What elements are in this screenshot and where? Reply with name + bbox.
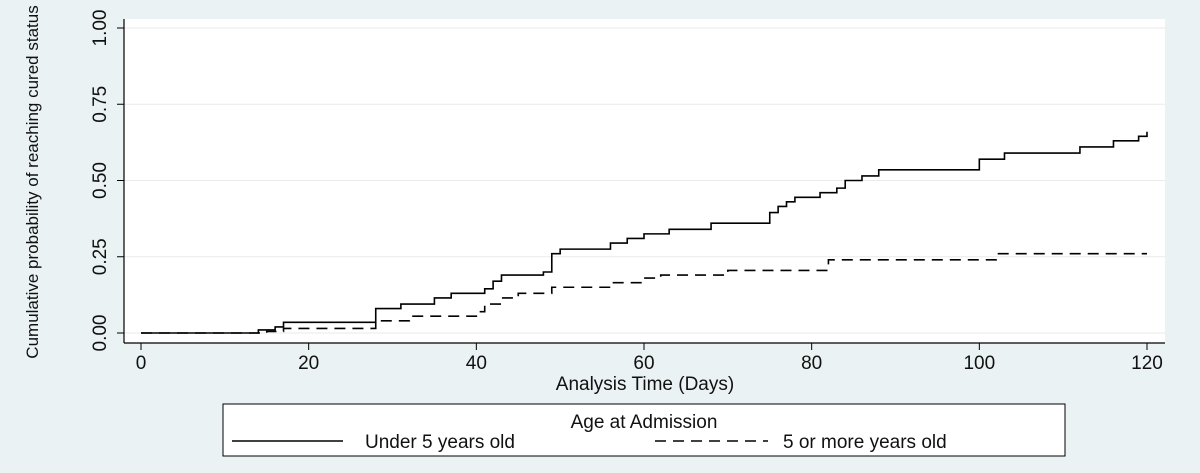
- gridlines: [124, 27, 1165, 334]
- y-tick-label: 1.00: [90, 10, 111, 47]
- legend-box: [222, 403, 1066, 457]
- x-ticks: 0 20 40 60 80 100 120: [136, 343, 1163, 374]
- legend-title: Age at Admission: [571, 412, 718, 433]
- x-tick-label: 100: [963, 353, 995, 374]
- series-lines: [141, 131, 1148, 334]
- series-line-under-5: [141, 131, 1148, 334]
- x-tick-label: 20: [298, 353, 319, 374]
- y-axis-title: Cumulative probability of reaching cured…: [23, 5, 42, 358]
- legend: Age at Admission Under 5 years old 5 or …: [222, 403, 1066, 457]
- y-tick-label: 0.75: [90, 86, 111, 123]
- x-tick-label: 60: [633, 353, 654, 374]
- y-tick-label: 0.00: [90, 315, 111, 352]
- x-tick-label: 120: [1131, 353, 1163, 374]
- x-tick-label: 40: [466, 353, 487, 374]
- y-ticks: 0.00 0.25 0.50 0.75 1.00: [90, 10, 124, 352]
- x-axis-title: Analysis Time (Days): [556, 374, 734, 395]
- x-tick-label: 80: [801, 353, 822, 374]
- y-tick-label: 0.25: [90, 238, 111, 275]
- legend-label-under-5: Under 5 years old: [365, 432, 515, 453]
- legend-label-5-or-more: 5 or more years old: [783, 432, 947, 453]
- series-line-5-or-more: [141, 252, 1147, 334]
- y-tick-label: 0.50: [90, 162, 111, 199]
- x-tick-label: 0: [136, 353, 147, 374]
